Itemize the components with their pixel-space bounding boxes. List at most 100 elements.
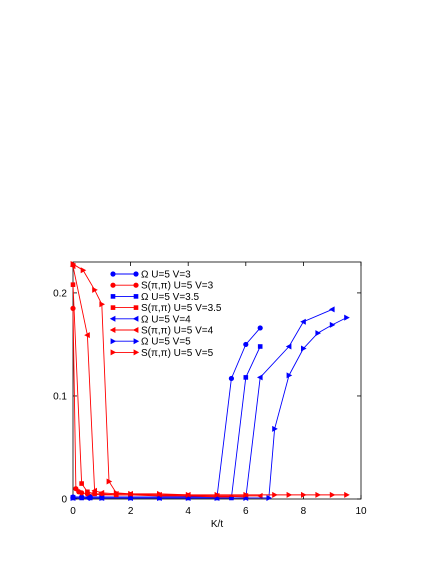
data-point: [272, 425, 278, 432]
legend-marker: [133, 305, 139, 310]
legend-entry: S(π,π) U=5 V=3.5: [110, 303, 222, 314]
series-3: [70, 344, 263, 501]
data-point: [80, 267, 87, 274]
legend-entry: S(π,π) U=5 V=3: [110, 281, 214, 292]
y-tick-label: 0: [61, 495, 67, 506]
legend-marker: [109, 327, 116, 333]
data-point: [315, 491, 321, 498]
data-point: [272, 491, 278, 498]
data-point: [257, 492, 263, 499]
data-point: [92, 491, 97, 497]
data-point: [228, 375, 234, 382]
data-point: [92, 286, 98, 293]
data-point: [301, 345, 307, 352]
data-point: [70, 261, 77, 268]
legend-label: S(π,π) U=5 V=5: [141, 348, 214, 359]
data-point: [79, 481, 84, 486]
data-point: [301, 491, 307, 498]
data-point: [329, 306, 335, 313]
legend-label: Ω U=5 V=3: [141, 270, 191, 281]
legend-entry: Ω U=5 V=3: [110, 270, 191, 281]
legend-label: S(π,π) U=5 V=4: [141, 326, 214, 337]
y-axis: 0 0.1 0.2: [53, 288, 361, 506]
series-7: [70, 314, 350, 501]
legend-label: Ω U=5 V=4: [141, 314, 191, 325]
legend-marker: [110, 271, 116, 277]
legend-label: Ω U=5 V=5: [141, 337, 191, 348]
legend-label: S(π,π) U=5 V=3: [141, 281, 214, 292]
series-line: [73, 346, 261, 499]
data-point: [257, 344, 263, 349]
x-tick-label: 4: [185, 506, 191, 517]
data-point: [300, 318, 306, 325]
legend-marker: [110, 294, 116, 299]
data-point: [99, 494, 105, 501]
data-point: [214, 491, 221, 498]
data-point: [79, 490, 85, 496]
data-point: [106, 478, 113, 485]
data-point: [266, 494, 273, 501]
legend-entry: Ω U=5 V=5: [110, 337, 191, 348]
legend-marker: [110, 349, 117, 356]
data-point: [91, 487, 97, 494]
legend-marker: [109, 315, 116, 322]
legend-entry: Ω U=5 V=3.5: [110, 292, 200, 303]
data-point: [185, 491, 192, 498]
series-line: [73, 308, 333, 499]
legend-marker: [133, 282, 139, 288]
data-point: [329, 491, 336, 498]
data-point: [243, 491, 249, 498]
legend-marker: [132, 315, 139, 322]
data-point: [70, 282, 76, 287]
data-point: [157, 494, 163, 501]
data-point: [128, 494, 134, 501]
data-point: [99, 301, 105, 308]
data-point: [128, 490, 134, 497]
data-point: [344, 314, 350, 321]
data-point: [243, 375, 249, 380]
data-point: [157, 490, 163, 497]
legend-marker: [133, 338, 140, 345]
y-tick-label: 0.2: [53, 288, 67, 299]
legend-marker: [133, 294, 139, 299]
legend-label: Ω U=5 V=3.5: [141, 292, 200, 303]
x-axis: 0 2 4 6 8 10: [70, 262, 367, 517]
data-point: [315, 330, 321, 337]
x-tick-label: 6: [243, 506, 249, 517]
legend-marker: [133, 349, 140, 356]
data-point: [84, 332, 90, 339]
data-point: [98, 489, 105, 496]
legend: Ω U=5 V=3S(π,π) U=5 V=3Ω U=5 V=3.5S(π,π)…: [109, 270, 222, 359]
series-8: [70, 261, 350, 498]
data-point: [70, 494, 77, 501]
legend-marker: [110, 282, 116, 288]
x-axis-label: K/t: [211, 519, 223, 530]
x-tick-label: 10: [355, 506, 367, 517]
legend-label: S(π,π) U=5 V=3.5: [141, 303, 222, 314]
data-point: [344, 491, 350, 498]
data-point: [286, 372, 293, 379]
data-point: [329, 321, 336, 328]
legend-entry: S(π,π) U=5 V=4: [109, 326, 214, 337]
x-tick-label: 8: [301, 506, 307, 517]
data-point: [286, 491, 293, 498]
y-tick-label: 0.1: [53, 391, 67, 402]
legend-marker: [132, 327, 139, 333]
series-layer: [69, 261, 350, 501]
legend-entry: Ω U=5 V=4: [109, 314, 191, 325]
data-point: [70, 305, 76, 311]
data-point: [257, 325, 263, 331]
legend-marker: [110, 338, 117, 345]
data-point: [243, 341, 249, 348]
legend-marker: [133, 271, 139, 277]
data-point: [257, 374, 263, 381]
series-line: [73, 317, 347, 499]
legend-marker: [110, 305, 116, 310]
x-tick-label: 0: [70, 506, 76, 517]
data-point: [113, 489, 120, 496]
x-tick-label: 2: [128, 506, 134, 517]
data-point: [285, 343, 292, 350]
legend-entry: S(π,π) U=5 V=5: [110, 348, 214, 359]
